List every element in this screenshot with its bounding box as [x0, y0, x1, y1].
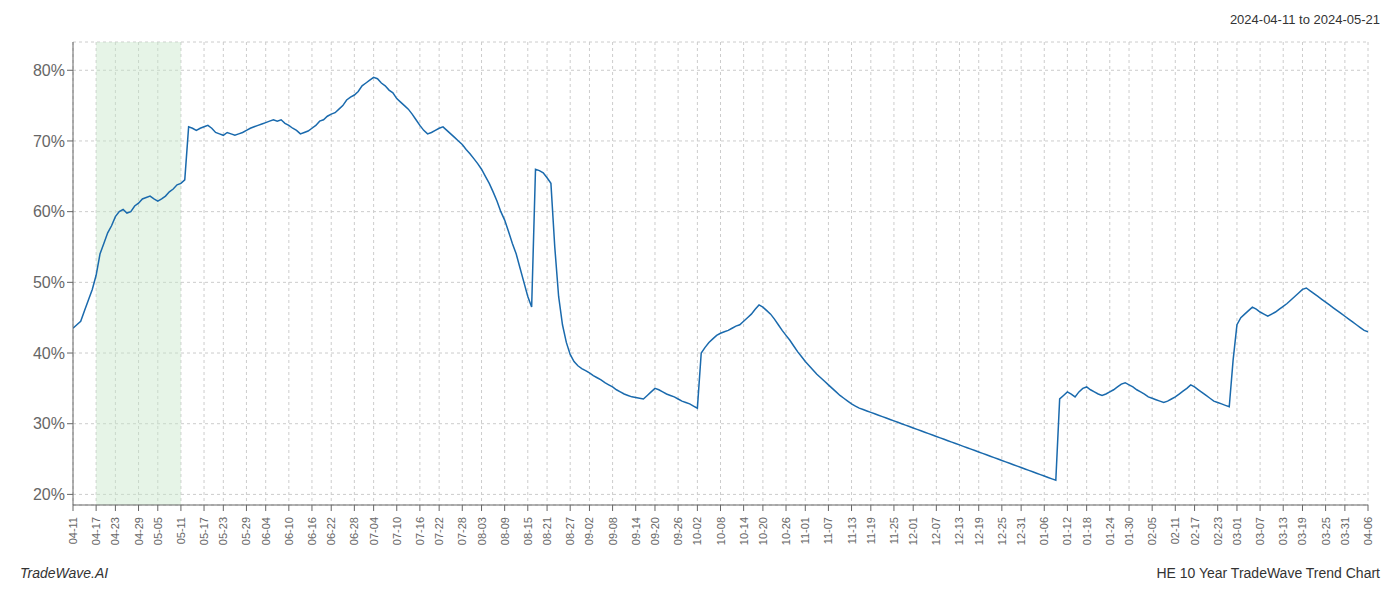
- svg-text:01-12: 01-12: [1061, 517, 1073, 545]
- svg-text:06-10: 06-10: [283, 517, 295, 545]
- svg-text:04-23: 04-23: [109, 517, 121, 545]
- svg-text:01-06: 01-06: [1038, 517, 1050, 545]
- svg-text:06-28: 06-28: [348, 517, 360, 545]
- html-text:TradeWave.AI: TradeWave.AI: [20, 565, 109, 581]
- svg-text:05-11: 05-11: [175, 517, 187, 544]
- svg-text:09-08: 09-08: [607, 517, 619, 545]
- svg-text:09-20: 09-20: [649, 517, 661, 545]
- svg-text:12-13: 12-13: [953, 517, 965, 545]
- svg-text:01-30: 01-30: [1123, 517, 1135, 545]
- svg-text:08-21: 08-21: [541, 517, 553, 545]
- svg-text:02-05: 02-05: [1146, 517, 1158, 545]
- svg-text:02-11: 02-11: [1169, 517, 1181, 544]
- svg-text:03-13: 03-13: [1277, 517, 1289, 545]
- svg-text:04-11: 04-11: [67, 517, 79, 544]
- svg-text:60%: 60%: [33, 203, 65, 220]
- svg-text:10-08: 10-08: [715, 517, 727, 545]
- svg-text:70%: 70%: [33, 133, 65, 150]
- html-text:HE 10 Year TradeWave Trend Cha: HE 10 Year TradeWave Trend Chart: [1156, 565, 1380, 581]
- svg-text:50%: 50%: [33, 274, 65, 291]
- svg-text:02-23: 02-23: [1212, 517, 1224, 545]
- svg-text:11-19: 11-19: [865, 517, 877, 544]
- svg-text:12-19: 12-19: [973, 517, 985, 545]
- svg-text:09-02: 09-02: [583, 517, 595, 545]
- svg-text:06-16: 06-16: [306, 517, 318, 545]
- svg-text:01-18: 01-18: [1081, 517, 1093, 545]
- svg-text:03-25: 03-25: [1320, 517, 1332, 545]
- svg-text:05-29: 05-29: [240, 517, 252, 545]
- svg-text:08-15: 08-15: [522, 517, 534, 545]
- svg-text:05-17: 05-17: [198, 517, 210, 545]
- svg-text:04-06: 04-06: [1362, 517, 1374, 545]
- svg-text:11-25: 11-25: [888, 517, 900, 544]
- svg-text:09-26: 09-26: [672, 517, 684, 545]
- svg-text:06-22: 06-22: [325, 517, 337, 545]
- svg-text:06-04: 06-04: [260, 517, 272, 545]
- svg-text:04-17: 04-17: [90, 517, 102, 545]
- svg-text:20%: 20%: [33, 486, 65, 503]
- svg-text:12-25: 12-25: [996, 517, 1008, 545]
- svg-text:30%: 30%: [33, 415, 65, 432]
- svg-text:07-04: 07-04: [368, 517, 380, 545]
- svg-text:12-07: 12-07: [930, 517, 942, 545]
- svg-text:03-07: 03-07: [1254, 517, 1266, 545]
- svg-text:10-02: 10-02: [691, 517, 703, 545]
- svg-text:40%: 40%: [33, 345, 65, 362]
- svg-text:08-27: 08-27: [564, 517, 576, 545]
- svg-text:07-28: 07-28: [456, 517, 468, 545]
- svg-text:07-10: 07-10: [391, 517, 403, 545]
- svg-text:09-14: 09-14: [630, 517, 642, 545]
- svg-text:12-01: 12-01: [907, 517, 919, 545]
- svg-text:08-09: 08-09: [499, 517, 511, 545]
- svg-text:12-31: 12-31: [1015, 517, 1027, 545]
- svg-text:03-31: 03-31: [1339, 517, 1351, 545]
- svg-text:05-05: 05-05: [152, 517, 164, 545]
- svg-text:80%: 80%: [33, 62, 65, 79]
- svg-text:11-13: 11-13: [846, 517, 858, 544]
- svg-text:01-24: 01-24: [1104, 517, 1116, 545]
- svg-text:04-29: 04-29: [133, 517, 145, 545]
- svg-text:03-19: 03-19: [1296, 517, 1308, 545]
- svg-text:11-07: 11-07: [822, 517, 834, 544]
- svg-text:05-23: 05-23: [217, 517, 229, 545]
- svg-text:11-01: 11-01: [799, 517, 811, 544]
- svg-text:10-20: 10-20: [757, 517, 769, 545]
- svg-text:07-16: 07-16: [414, 517, 426, 545]
- html-text:2024-04-11 to 2024-05-21: 2024-04-11 to 2024-05-21: [1229, 12, 1380, 27]
- svg-text:02-17: 02-17: [1189, 517, 1201, 545]
- svg-text:07-22: 07-22: [433, 517, 445, 545]
- svg-text:10-26: 10-26: [780, 517, 792, 545]
- svg-text:10-14: 10-14: [738, 517, 750, 545]
- svg-text:03-01: 03-01: [1231, 517, 1243, 545]
- svg-text:08-03: 08-03: [476, 517, 488, 545]
